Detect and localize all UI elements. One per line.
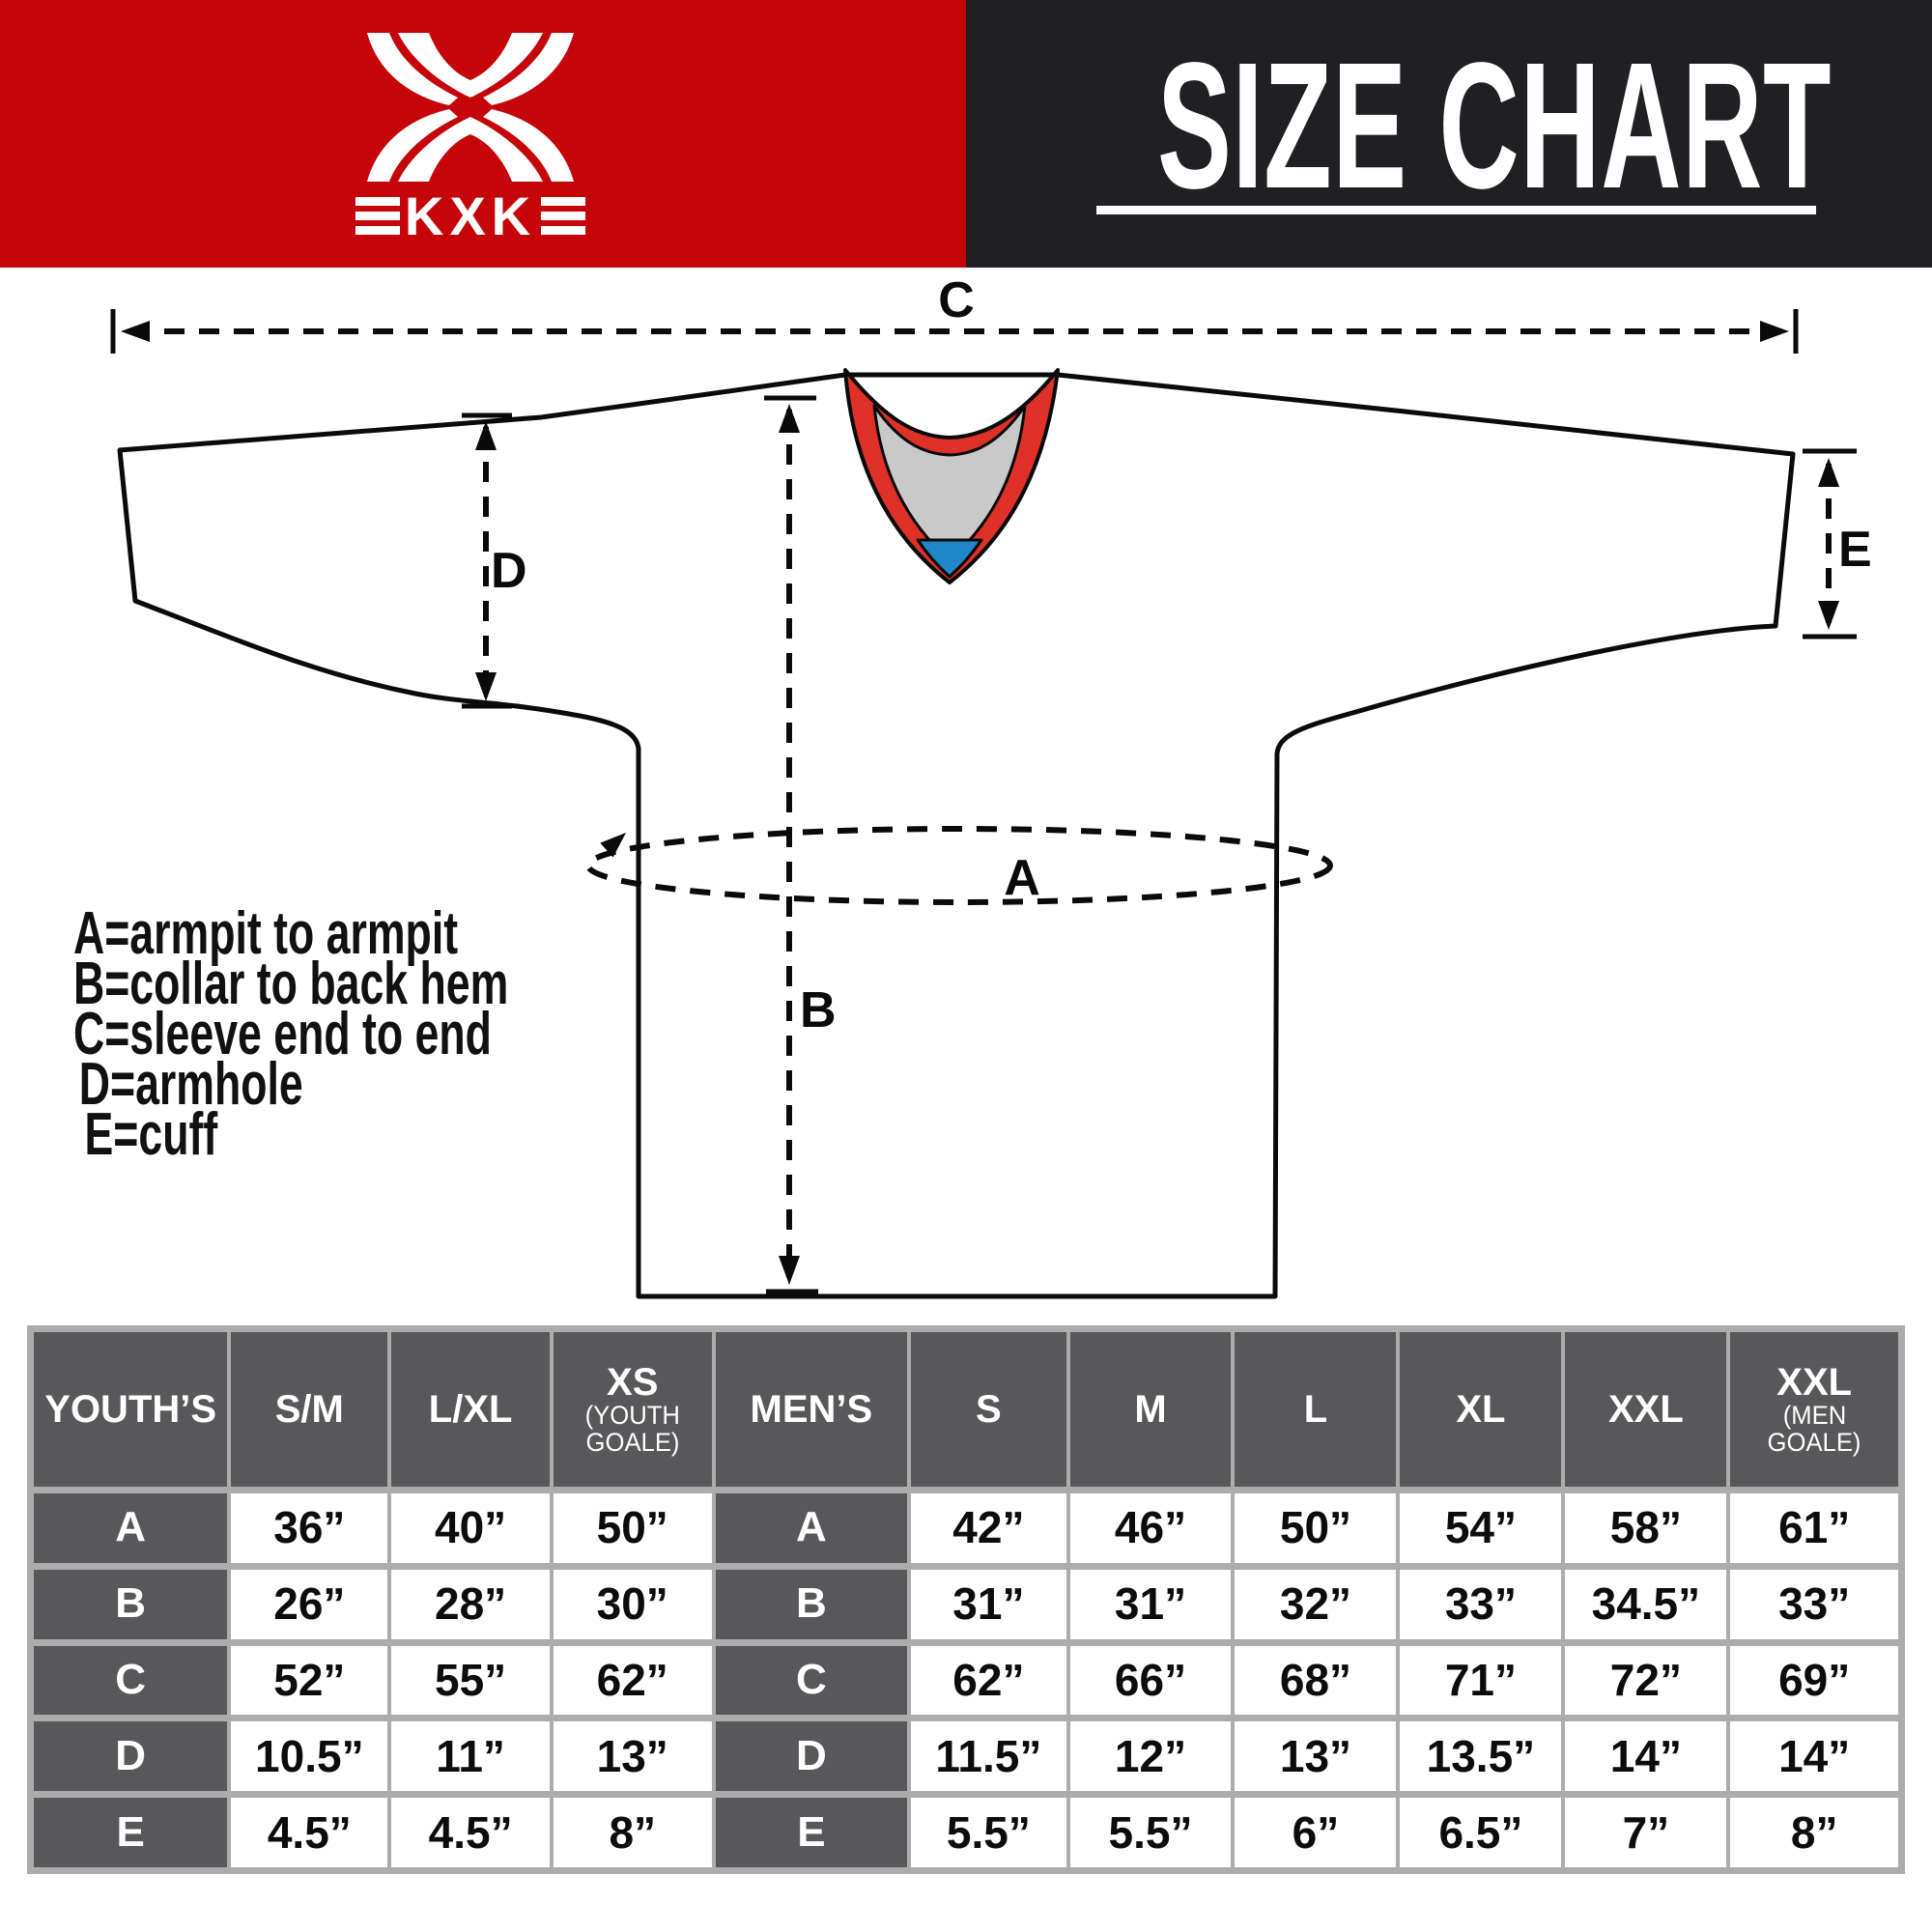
size-cell: 13.5”	[1400, 1721, 1562, 1792]
col-header-xxl: XXL	[1565, 1332, 1727, 1487]
size-cell: 66”	[1069, 1645, 1232, 1716]
size-cell: 5.5”	[911, 1798, 1066, 1867]
size-cell: 42”	[911, 1493, 1066, 1563]
size-cell: 72”	[1565, 1645, 1727, 1716]
col-header-xl: XL	[1400, 1332, 1562, 1487]
size-table: YOUTH’S S/M L/XL XS (YOUTH GOALE) MEN’S …	[27, 1325, 1905, 1874]
title-underline	[1096, 206, 1816, 214]
logo-bars-left	[355, 197, 400, 235]
col-header-sm: S/M	[231, 1332, 388, 1487]
col-header-s: S	[911, 1332, 1066, 1487]
measure-ellipse-a	[585, 826, 1333, 905]
size-cell: 34.5”	[1565, 1569, 1727, 1639]
label-a: A	[1004, 850, 1040, 906]
col-header-l: L	[1235, 1332, 1397, 1487]
collar-insert-blue	[916, 538, 983, 579]
size-cell: 6.5”	[1400, 1798, 1562, 1867]
size-cell: 4.5”	[231, 1798, 388, 1867]
size-cell: 11.5”	[911, 1721, 1066, 1792]
logo-mark-top	[367, 33, 574, 105]
size-cell: 26”	[231, 1569, 388, 1639]
size-cell: 28”	[391, 1569, 550, 1639]
size-cell: 55”	[391, 1645, 550, 1716]
jersey-outline	[117, 372, 1796, 1299]
row-label: A	[34, 1493, 228, 1563]
size-cell: 13”	[553, 1721, 712, 1792]
size-cell: 14”	[1730, 1721, 1898, 1792]
size-cell: 62”	[553, 1645, 712, 1716]
col-header-xxl-men-goalie: XXL (MEN GOALE)	[1730, 1332, 1898, 1487]
size-cell: 62”	[911, 1645, 1066, 1716]
size-cell: 71”	[1400, 1645, 1562, 1716]
size-cell: 8”	[1730, 1798, 1898, 1867]
legend-line-e: E=cuff	[84, 1101, 218, 1168]
size-cell: 14”	[1565, 1721, 1727, 1792]
size-cell: 4.5”	[391, 1798, 550, 1867]
row-label: E	[34, 1798, 228, 1867]
size-cell: 8”	[553, 1798, 712, 1867]
page-title: SIZE CHART	[1157, 26, 1833, 226]
legend-line-a: A=armpit to armpit	[73, 900, 459, 967]
label-c: C	[938, 272, 975, 328]
size-cell: 11”	[391, 1721, 550, 1792]
row-label: D	[34, 1721, 228, 1792]
size-cell: 31”	[1069, 1569, 1232, 1639]
size-cell: 6”	[1235, 1798, 1397, 1867]
legend-line-b: B=collar to back hem	[73, 951, 509, 1017]
measurement-legend: A=armpit to armpit B=collar to back hem …	[73, 900, 509, 1168]
size-cell: 36”	[231, 1493, 388, 1563]
size-cell: 58”	[1565, 1493, 1727, 1563]
size-cell: 69”	[1730, 1645, 1898, 1716]
row-label: A	[715, 1493, 908, 1563]
size-cell: 52”	[231, 1645, 388, 1716]
size-cell: 50”	[1235, 1493, 1397, 1563]
size-cell: 46”	[1069, 1493, 1232, 1563]
size-cell: 61”	[1730, 1493, 1898, 1563]
label-d: D	[491, 543, 527, 599]
size-cell: 5.5”	[1069, 1798, 1232, 1867]
row-label: B	[715, 1569, 908, 1639]
brand-text: KXK	[405, 185, 536, 246]
legend-line-d: D=armhole	[78, 1051, 303, 1118]
legend-line-c: C=sleeve end to end	[73, 1001, 492, 1067]
kxk-logo: KXK	[355, 33, 585, 246]
size-cell: 40”	[391, 1493, 550, 1563]
size-cell: 50”	[553, 1493, 712, 1563]
size-cell: 30”	[553, 1569, 712, 1639]
col-header-youths: YOUTH’S	[34, 1332, 228, 1487]
logo-mark-bottom	[367, 109, 574, 182]
row-label: E	[715, 1798, 908, 1867]
label-b: B	[800, 982, 837, 1038]
size-cell: 33”	[1730, 1569, 1898, 1639]
row-label: C	[715, 1645, 908, 1716]
size-cell: 68”	[1235, 1645, 1397, 1716]
col-header-lxl: L/XL	[391, 1332, 550, 1487]
label-e: E	[1838, 522, 1872, 578]
row-label: D	[715, 1721, 908, 1792]
size-cell: 33”	[1400, 1569, 1562, 1639]
page-header: KXK SIZE CHART	[0, 0, 1932, 268]
col-header-mens: MEN’S	[715, 1332, 908, 1487]
brand-panel: KXK	[0, 0, 966, 268]
title-panel: SIZE CHART	[966, 0, 1932, 268]
logo-bars-right	[541, 197, 585, 235]
size-cell: 31”	[911, 1569, 1066, 1639]
row-label: C	[34, 1645, 228, 1716]
size-cell: 10.5”	[231, 1721, 388, 1792]
col-header-m: M	[1069, 1332, 1232, 1487]
size-cell: 7”	[1565, 1798, 1727, 1867]
size-cell: 32”	[1235, 1569, 1397, 1639]
collar-inner-gray	[872, 404, 1027, 562]
size-cell: 13”	[1235, 1721, 1397, 1792]
size-cell: 12”	[1069, 1721, 1232, 1792]
row-label: B	[34, 1569, 228, 1639]
size-cell: 54”	[1400, 1493, 1562, 1563]
col-header-xs-youth-goalie: XS (YOUTH GOALE)	[553, 1332, 712, 1487]
